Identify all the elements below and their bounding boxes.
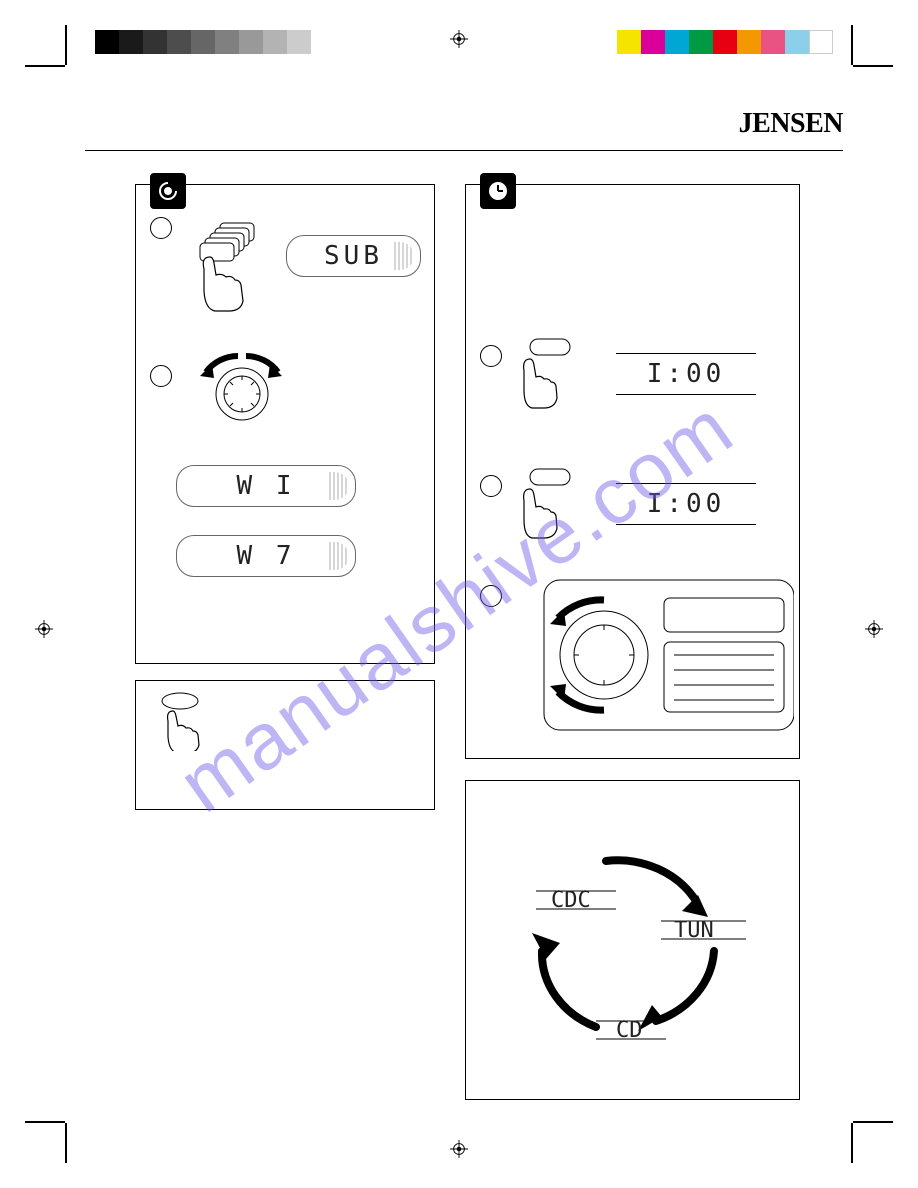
registration-mark-icon bbox=[35, 620, 53, 638]
crop-mark bbox=[851, 25, 853, 65]
registration-mark-icon bbox=[450, 30, 468, 48]
mode-label: CD bbox=[616, 1018, 643, 1043]
step-indicator bbox=[480, 475, 502, 497]
lcd-text: W 7 bbox=[237, 541, 296, 571]
crop-mark bbox=[25, 65, 65, 67]
mode-label: TUN bbox=[674, 918, 714, 943]
crop-mark bbox=[65, 25, 67, 65]
head-unit-knob-illustration bbox=[514, 570, 794, 740]
lcd-text: SUB bbox=[324, 241, 383, 271]
registration-mark-icon bbox=[450, 1140, 468, 1158]
process-color-bar bbox=[617, 30, 833, 54]
crop-mark bbox=[851, 1123, 853, 1163]
rotary-knob-illustration bbox=[186, 350, 296, 430]
crop-mark bbox=[25, 1121, 65, 1123]
panel-mode-cycle: CDC TUN CD bbox=[465, 780, 800, 1100]
lcd-text: I:00 bbox=[647, 489, 726, 519]
panel-caption bbox=[135, 680, 435, 810]
clock-icon bbox=[480, 173, 516, 209]
registration-mark-icon bbox=[865, 620, 883, 638]
lcd-display: I:00 bbox=[616, 483, 756, 525]
lcd-display: W 7 bbox=[176, 535, 356, 577]
header-rule bbox=[85, 150, 843, 151]
crop-mark bbox=[853, 1121, 893, 1123]
panel-subwoofer-adjust: SUB W I W 7 bbox=[135, 184, 435, 664]
audio-mode-icon bbox=[150, 173, 186, 209]
mode-label: CDC bbox=[551, 888, 591, 913]
lcd-display: W I bbox=[176, 465, 356, 507]
mode-cycle-diagram: CDC TUN CD bbox=[496, 831, 776, 1061]
brand-logo: JENSEN bbox=[739, 108, 843, 140]
step-indicator bbox=[150, 217, 172, 239]
step-indicator bbox=[480, 345, 502, 367]
grayscale-color-bar bbox=[95, 30, 311, 54]
step-indicator bbox=[480, 585, 502, 607]
press-button-illustration bbox=[508, 335, 578, 415]
crop-mark bbox=[65, 1123, 67, 1163]
press-button-illustration bbox=[508, 465, 578, 545]
crop-mark bbox=[853, 65, 893, 67]
lcd-display: I:00 bbox=[616, 353, 756, 395]
lcd-text: W I bbox=[237, 471, 296, 501]
lcd-text: I:00 bbox=[647, 359, 726, 389]
lcd-display: SUB bbox=[286, 235, 421, 277]
press-button-illustration bbox=[150, 691, 210, 751]
panel-clock-set: I:00 I:00 bbox=[465, 184, 800, 759]
page-content: JENSEN SUB bbox=[85, 100, 843, 1098]
press-button-illustration bbox=[182, 217, 282, 317]
step-indicator bbox=[150, 365, 172, 387]
